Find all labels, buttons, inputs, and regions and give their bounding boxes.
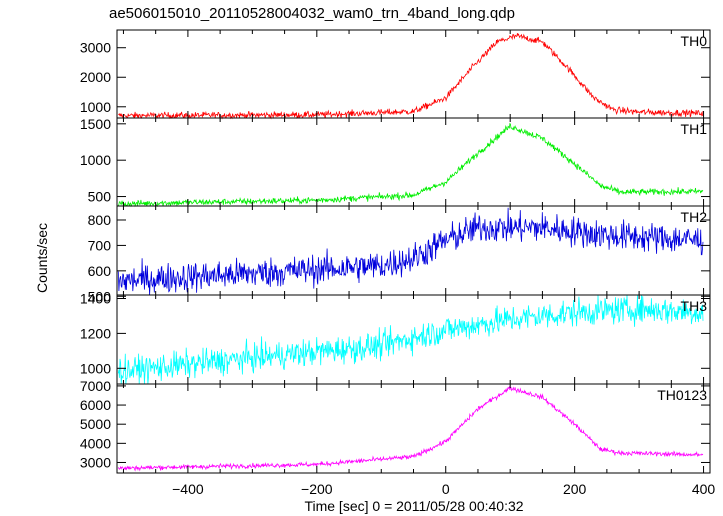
series-line-th0123 <box>117 385 704 472</box>
y-tick-label: 600 <box>88 263 112 279</box>
panel-frame <box>116 294 711 385</box>
panel-label-th3: TH3 <box>681 298 708 314</box>
y-tick-label: 3000 <box>80 454 111 470</box>
panel-label-th1: TH1 <box>681 121 708 137</box>
x-tick-label: −200 <box>301 481 333 497</box>
y-tick-label: 7000 <box>80 378 111 394</box>
y-tick-label: 500 <box>88 189 112 205</box>
y-tick-label: 500 <box>88 288 112 304</box>
y-tick-label: 1500 <box>80 116 111 132</box>
chart-title: ae506015010_20110528004032_wam0_trn_4ban… <box>109 5 515 22</box>
panel-th3: 1000 1200 1400 TH3 <box>80 290 711 385</box>
panel-label-th0: TH0 <box>681 33 708 49</box>
x-tick-label: 200 <box>563 481 587 497</box>
y-tick-label: 800 <box>88 212 112 228</box>
panel-frame <box>116 29 711 119</box>
panel-th1: 500 1000 1500 TH1 <box>80 116 711 208</box>
y-tick-label: 1000 <box>80 99 111 115</box>
series-line-th3 <box>117 294 704 385</box>
y-axis-label: Counts/sec <box>34 223 50 293</box>
series-line-th2 <box>117 207 704 296</box>
x-axis-label: Time [sec] 0 = 2011/05/28 00:40:32 <box>304 498 523 514</box>
x-tick-label: 0 <box>442 481 450 497</box>
panel-label-th0123: TH0123 <box>657 387 707 403</box>
panel-th0: 1000 2000 3000 TH0 <box>80 29 711 120</box>
y-tick-label: 700 <box>88 237 112 253</box>
panel-frame <box>116 383 711 474</box>
y-tick-label: 5000 <box>80 416 111 432</box>
y-tick-label: 2000 <box>80 69 111 85</box>
x-tick-label: −400 <box>172 481 204 497</box>
series-line-th0 <box>118 33 704 120</box>
panel-th0123: 3000 4000 5000 6000 7000 TH0123 <box>80 378 711 474</box>
y-tick-label: 3000 <box>80 40 111 56</box>
y-tick-label: 1000 <box>80 360 111 376</box>
y-tick-label: 1200 <box>80 325 111 341</box>
x-tick-labels: −400 −200 0 200 400 <box>172 481 715 497</box>
y-tick-label: 4000 <box>80 435 111 451</box>
y-tick-label: 6000 <box>80 397 111 413</box>
y-tick-label: 1400 <box>80 290 111 306</box>
panel-th2: 500 600 700 800 TH2 <box>88 205 711 304</box>
y-tick-label: 1000 <box>80 152 111 168</box>
panel-label-th2: TH2 <box>681 209 708 225</box>
x-tick-label: 400 <box>692 481 716 497</box>
series-line-th1 <box>117 122 704 208</box>
